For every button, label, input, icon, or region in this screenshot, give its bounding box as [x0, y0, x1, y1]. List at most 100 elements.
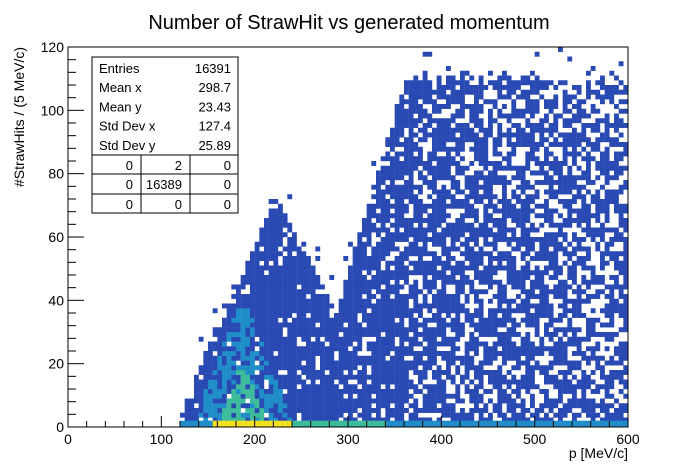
- heat-cell: [376, 370, 381, 375]
- heat-cell: [572, 327, 577, 333]
- heat-cell: [604, 127, 610, 133]
- heat-cell: [222, 420, 227, 427]
- heat-cell: [390, 308, 395, 314]
- heat-cell: [516, 275, 521, 280]
- heat-cell: [455, 384, 461, 390]
- heat-cell: [558, 170, 563, 176]
- heat-cell: [371, 265, 377, 271]
- heat-cell: [483, 227, 489, 233]
- heat-cell: [301, 298, 307, 304]
- heat-cell: [236, 298, 241, 304]
- heat-cell: [371, 370, 377, 375]
- heat-cell: [492, 256, 498, 261]
- heat-cell: [231, 341, 237, 347]
- heat-cell: [460, 123, 465, 128]
- heat-cell: [404, 365, 409, 371]
- heat-cell: [292, 279, 297, 285]
- heat-cell: [474, 265, 479, 271]
- heat-cell: [534, 189, 540, 195]
- heat-cell: [329, 420, 335, 427]
- heat-cell: [217, 351, 223, 356]
- heat-cell: [511, 256, 517, 261]
- heat-cell: [259, 284, 265, 290]
- heat-cell: [576, 108, 582, 114]
- heat-cell: [301, 303, 307, 309]
- heat-cell: [264, 279, 269, 285]
- heat-cell: [320, 322, 325, 328]
- heat-cell: [250, 365, 255, 371]
- heat-cell: [376, 246, 381, 252]
- heat-cell: [511, 260, 517, 266]
- heat-cell: [502, 420, 507, 427]
- heat-cell: [460, 379, 465, 385]
- y-tick-label: 20: [48, 356, 64, 372]
- heat-cell: [357, 260, 363, 266]
- heat-cell: [357, 298, 363, 304]
- heat-cell: [427, 389, 433, 394]
- heat-cell: [217, 365, 223, 371]
- heat-cell: [548, 213, 554, 219]
- heat-cell: [506, 94, 512, 100]
- heat-cell: [614, 208, 619, 214]
- heat-cell: [469, 360, 475, 366]
- heat-cell: [376, 284, 381, 290]
- heat-cell: [254, 420, 260, 427]
- heat-cell: [245, 336, 251, 342]
- heat-cell: [488, 175, 493, 181]
- heat-cell: [310, 351, 316, 356]
- heat-cell: [385, 265, 391, 271]
- heat-cell: [408, 241, 414, 247]
- heatmap-cells: [180, 47, 629, 428]
- heat-cell: [553, 360, 559, 366]
- heat-cell: [562, 104, 568, 109]
- heat-cell: [264, 370, 269, 375]
- heat-cell: [250, 303, 255, 309]
- heat-cell: [390, 275, 395, 280]
- heat-cell: [362, 370, 367, 375]
- heat-cell: [478, 279, 484, 285]
- heat-cell: [432, 132, 437, 138]
- heat-cell: [385, 213, 391, 219]
- heat-cell: [450, 184, 456, 190]
- heat-cell: [455, 412, 461, 418]
- heat-cell: [436, 417, 442, 423]
- heat-cell: [399, 113, 405, 119]
- heat-cell: [520, 137, 526, 143]
- heat-cell: [600, 370, 605, 375]
- heat-cell: [292, 403, 297, 409]
- heat-cell: [506, 75, 512, 81]
- heat-cell: [422, 360, 428, 366]
- heat-cell: [436, 308, 442, 314]
- heat-cell: [231, 365, 237, 371]
- heat-cell: [516, 199, 521, 204]
- heat-cell: [287, 408, 293, 413]
- heat-cell: [306, 408, 311, 413]
- stats-value: 25.89: [198, 138, 231, 153]
- heat-cell: [194, 398, 199, 404]
- heat-cell: [376, 398, 381, 404]
- heat-cell: [502, 75, 507, 81]
- heat-cell: [362, 408, 367, 413]
- heat-cell: [432, 384, 437, 390]
- heat-cell: [614, 194, 619, 200]
- heat-cell: [488, 298, 493, 304]
- heat-cell: [418, 289, 423, 295]
- heat-cell: [292, 408, 297, 413]
- heat-cell: [254, 317, 260, 323]
- heat-cell: [208, 374, 213, 380]
- heat-cell: [525, 260, 531, 266]
- heat-cell: [390, 213, 395, 219]
- heat-cell: [432, 241, 437, 247]
- heat-cell: [497, 289, 503, 295]
- heat-cell: [366, 384, 372, 390]
- heat-cell: [432, 146, 437, 152]
- heat-cell: [450, 408, 456, 413]
- heat-cell: [460, 303, 465, 309]
- heat-cell: [357, 389, 363, 394]
- heat-cell: [418, 341, 423, 347]
- heat-cell: [226, 420, 232, 427]
- heat-cell: [362, 384, 367, 390]
- heat-cell: [455, 180, 461, 185]
- heat-cell: [250, 408, 255, 413]
- heat-cell: [506, 213, 512, 219]
